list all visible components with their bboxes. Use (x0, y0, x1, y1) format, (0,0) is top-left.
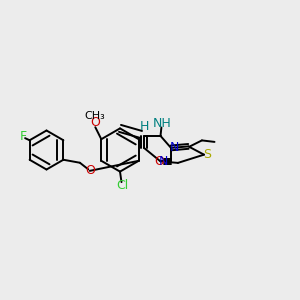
Text: N: N (159, 155, 168, 168)
Text: O: O (85, 164, 95, 177)
Text: CH₃: CH₃ (84, 111, 105, 121)
Text: O: O (155, 155, 164, 168)
Text: N: N (169, 141, 179, 154)
Text: F: F (20, 130, 27, 143)
Text: NH: NH (153, 117, 171, 130)
Text: H: H (139, 120, 149, 134)
Text: Cl: Cl (116, 179, 128, 192)
Text: S: S (204, 148, 212, 161)
Text: O: O (90, 116, 100, 129)
